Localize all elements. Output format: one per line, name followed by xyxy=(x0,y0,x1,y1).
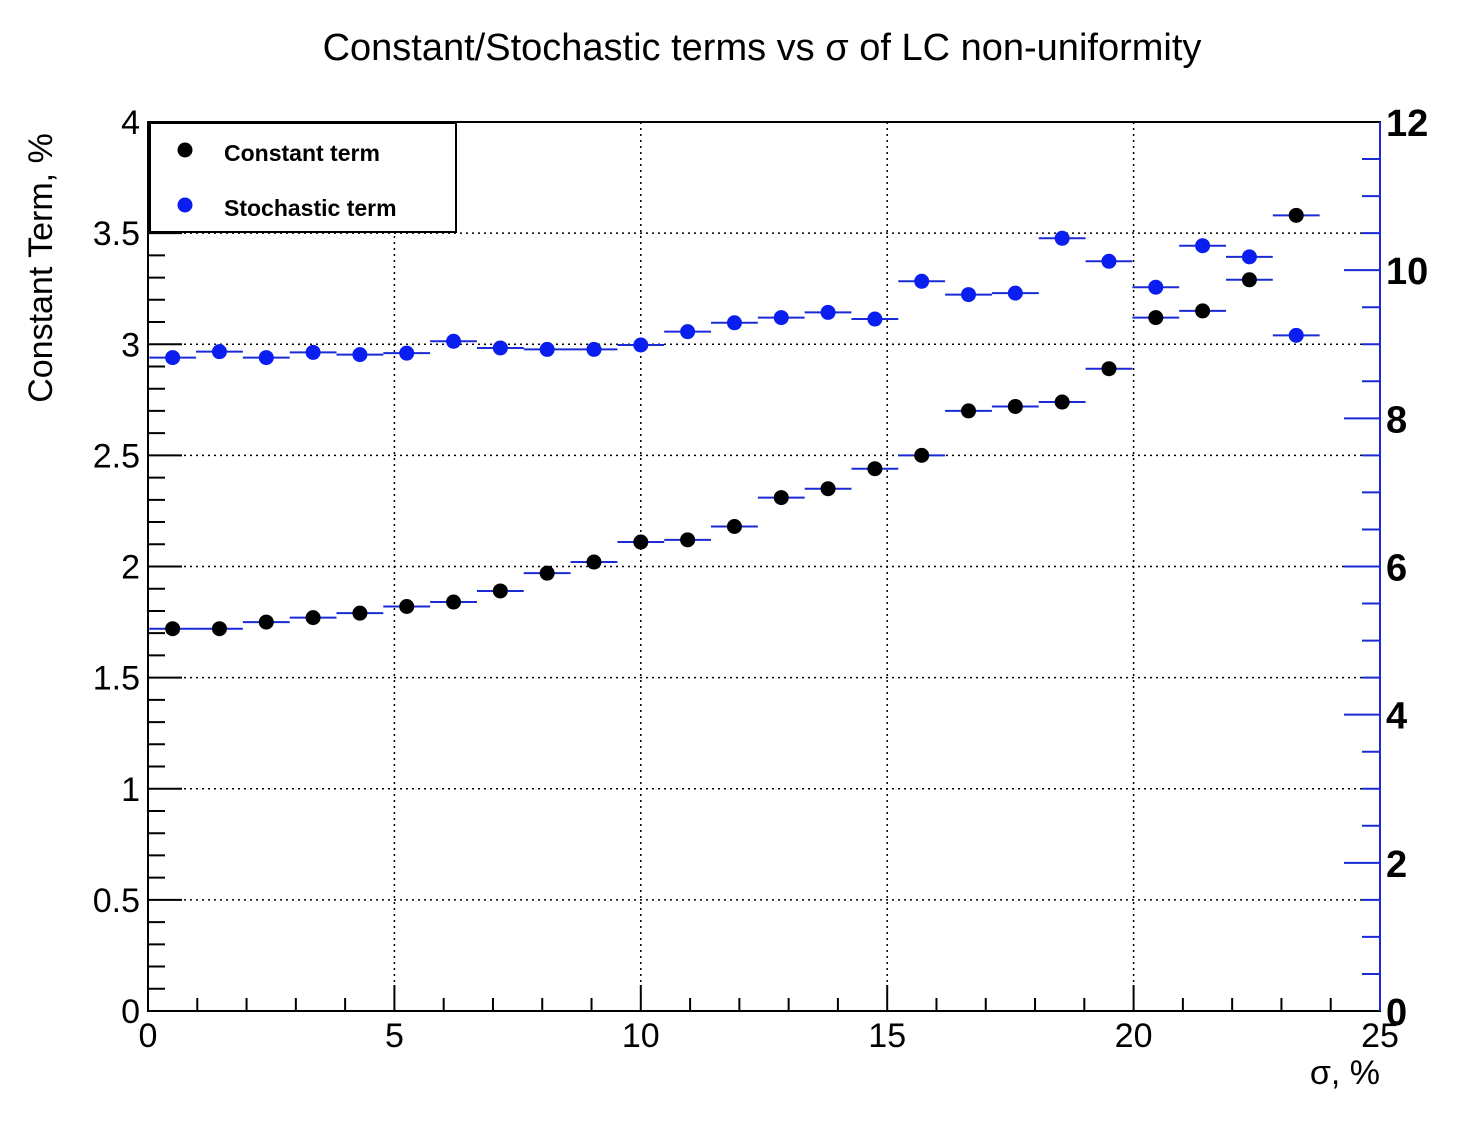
y-tick-label: 1.5 xyxy=(93,660,140,698)
y2-tick-label: 2 xyxy=(1386,844,1407,886)
x-tick-label: 25 xyxy=(1361,1017,1399,1055)
y-tick-label: 2 xyxy=(121,549,140,587)
stochastic-term-point xyxy=(399,345,415,361)
constant-term-point xyxy=(1007,398,1023,414)
constant-term-point xyxy=(633,534,649,550)
stochastic-term-point xyxy=(1007,285,1023,301)
constant-term-point xyxy=(1101,361,1117,377)
data-series xyxy=(149,207,1320,637)
legend-label-constant: Constant term xyxy=(224,140,380,166)
stochastic-term-point xyxy=(165,350,181,366)
stochastic-term-point xyxy=(867,311,883,327)
constant-term-point xyxy=(258,614,274,630)
constant-term-point xyxy=(352,605,368,621)
stochastic-term-point xyxy=(961,287,977,303)
constant-term-point xyxy=(680,532,696,548)
stochastic-term-point xyxy=(1241,249,1257,265)
chart-title: Constant/Stochastic terms vs σ of LC non… xyxy=(323,27,1202,69)
legend-label-stochastic: Stochastic term xyxy=(224,195,397,221)
stochastic-term-point xyxy=(1195,238,1211,254)
gridlines xyxy=(148,122,1380,1011)
constant-term-point xyxy=(492,583,508,599)
stochastic-term-point xyxy=(305,344,321,360)
y2-tick-label: 12 xyxy=(1386,103,1428,145)
x-tick-label: 0 xyxy=(139,1017,158,1055)
constant-term-point xyxy=(773,490,789,506)
x-axis-title: σ, % xyxy=(1310,1054,1380,1092)
constant-term-point xyxy=(726,518,742,534)
stochastic-term-point xyxy=(914,273,930,289)
constant-term-point xyxy=(1054,394,1070,410)
y-tick-label: 4 xyxy=(121,104,140,142)
constant-term-point xyxy=(1288,207,1304,223)
stochastic-term-point xyxy=(352,347,368,363)
legend-marker-stochastic xyxy=(177,197,193,213)
stochastic-term-point xyxy=(446,333,462,349)
stochastic-term-point xyxy=(258,350,274,366)
stochastic-term-point xyxy=(820,304,836,320)
x-tick-label: 10 xyxy=(622,1017,660,1055)
y2-tick-label: 8 xyxy=(1386,399,1407,441)
constant-term-point xyxy=(1195,303,1211,319)
y2-tick-label: 4 xyxy=(1386,696,1407,738)
y-tick-label: 3.5 xyxy=(93,215,140,253)
constant-term-point xyxy=(305,610,321,626)
legend: Constant term Stochastic term xyxy=(149,122,457,233)
stochastic-term-point xyxy=(633,337,649,353)
y2-tick-label: 10 xyxy=(1386,251,1428,293)
stochastic-term-point xyxy=(539,341,555,357)
stochastic-term-point xyxy=(773,310,789,326)
constant-term-point xyxy=(867,461,883,477)
constant-term-point xyxy=(539,565,555,581)
stochastic-term-point xyxy=(680,324,696,340)
stochastic-term-point xyxy=(211,344,227,360)
constant-term-point xyxy=(820,481,836,497)
y-tick-label: 2.5 xyxy=(93,437,140,475)
constant-term-point xyxy=(586,554,602,570)
constant-term-point xyxy=(446,594,462,610)
y-tick-label: 0.5 xyxy=(93,882,140,920)
stochastic-term-point xyxy=(586,341,602,357)
y2-tick-label: 0 xyxy=(1386,992,1407,1034)
x-tick-label: 20 xyxy=(1115,1017,1153,1055)
constant-term-point xyxy=(211,621,227,637)
constant-term-point xyxy=(1148,310,1164,326)
constant-term-point xyxy=(961,403,977,419)
legend-marker-constant xyxy=(177,142,193,158)
constant-term-point xyxy=(914,447,930,463)
y-tick-label: 0 xyxy=(121,993,140,1031)
x-tick-label: 5 xyxy=(385,1017,404,1055)
constant-term-point xyxy=(1241,272,1257,288)
constant-term-point xyxy=(165,621,181,637)
y-axis-title: Constant Term, % xyxy=(22,133,60,403)
x-tick-label: 15 xyxy=(868,1017,906,1055)
y2-tick-label: 6 xyxy=(1386,548,1407,590)
stochastic-term-point xyxy=(1148,279,1164,295)
constant-term-point xyxy=(399,599,415,615)
y-tick-label: 1 xyxy=(121,771,140,809)
stochastic-term-point xyxy=(726,315,742,331)
stochastic-term-point xyxy=(1101,253,1117,269)
stochastic-term-point xyxy=(1054,230,1070,246)
y-tick-label: 3 xyxy=(121,326,140,364)
legend-box xyxy=(149,122,457,233)
stochastic-term-point xyxy=(492,340,508,356)
stochastic-term-point xyxy=(1288,327,1304,343)
